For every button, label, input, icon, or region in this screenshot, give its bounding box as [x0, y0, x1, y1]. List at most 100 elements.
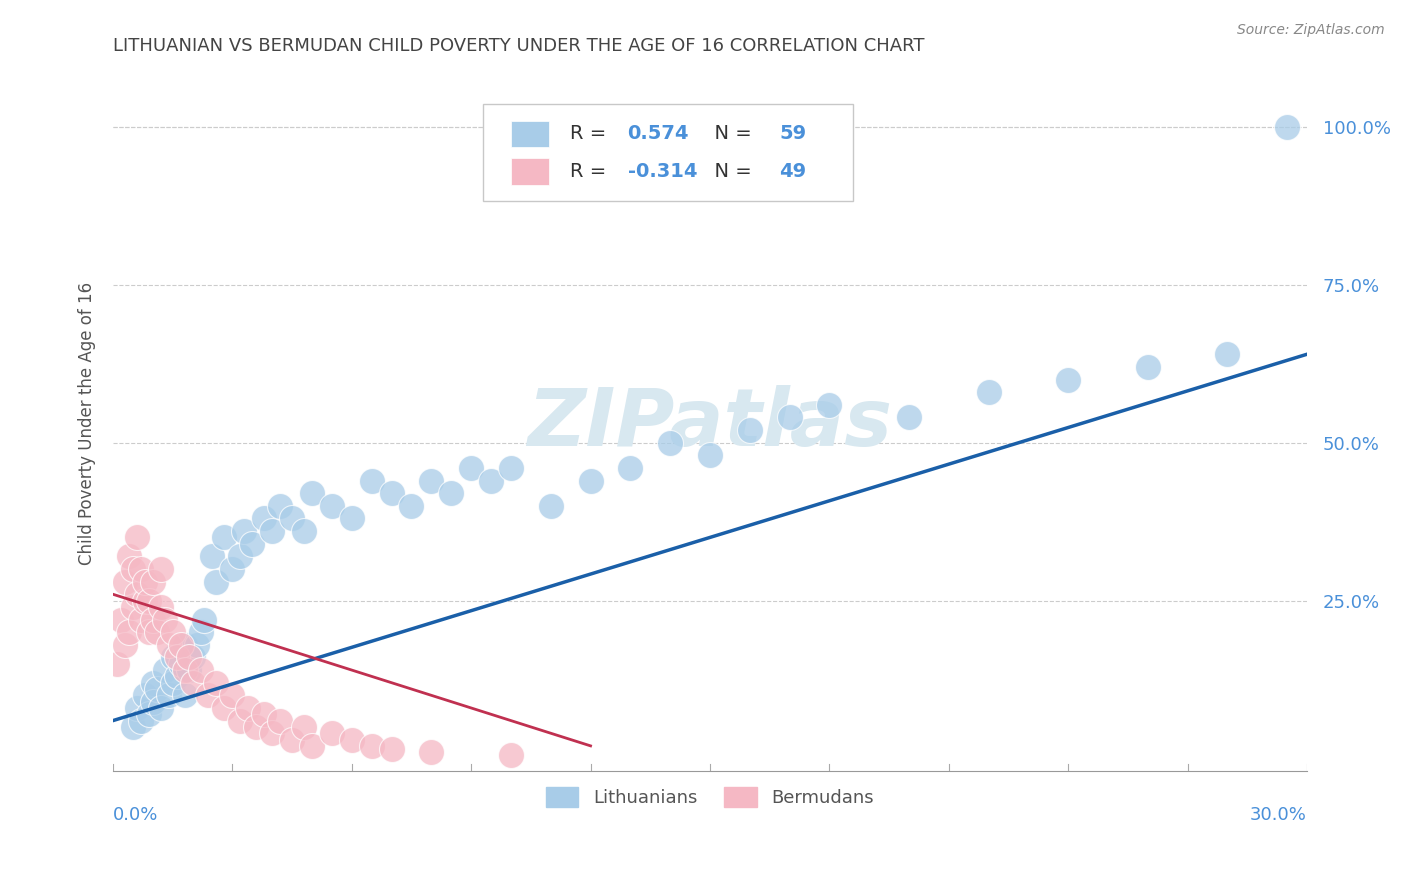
Point [114, 638, 136, 652]
Point [340, 511, 363, 525]
Point [153, 663, 176, 677]
Point [1136, 359, 1159, 374]
Text: 0.0%: 0.0% [112, 805, 159, 824]
Point [214, 701, 236, 715]
Point [201, 549, 224, 564]
Text: ZIPatlas: ZIPatlas [527, 384, 893, 463]
Point [153, 613, 176, 627]
Point [380, 742, 402, 756]
Point [269, 714, 291, 728]
Point [253, 707, 276, 722]
Point [186, 638, 208, 652]
Point [162, 625, 184, 640]
Point [360, 739, 382, 753]
Point [114, 574, 136, 589]
Point [1275, 120, 1298, 134]
Text: -0.314: -0.314 [627, 162, 697, 181]
Point [205, 675, 228, 690]
Point [110, 613, 132, 627]
Point [221, 689, 243, 703]
FancyBboxPatch shape [510, 158, 548, 185]
Point [479, 474, 502, 488]
Point [169, 657, 191, 671]
Point [134, 574, 156, 589]
Point [157, 689, 180, 703]
Point [138, 707, 160, 722]
Point [699, 448, 721, 462]
Point [173, 689, 195, 703]
Point [177, 663, 200, 677]
Point [292, 524, 315, 538]
Point [420, 474, 443, 488]
Point [142, 574, 165, 589]
Point [166, 669, 188, 683]
FancyBboxPatch shape [484, 104, 853, 202]
Point [540, 499, 562, 513]
Point [121, 562, 143, 576]
Point [145, 681, 167, 696]
Point [738, 423, 761, 437]
Point [779, 410, 801, 425]
Point [321, 499, 343, 513]
Text: 30.0%: 30.0% [1250, 805, 1308, 824]
Point [253, 511, 276, 525]
Point [142, 695, 165, 709]
Point [281, 732, 304, 747]
Point [149, 701, 172, 715]
Point [214, 530, 236, 544]
Point [380, 486, 402, 500]
Text: Source: ZipAtlas.com: Source: ZipAtlas.com [1237, 23, 1385, 37]
Point [360, 474, 382, 488]
Point [240, 537, 263, 551]
Point [281, 511, 304, 525]
Point [134, 689, 156, 703]
Point [269, 499, 291, 513]
Point [205, 574, 228, 589]
Text: R =: R = [571, 162, 613, 181]
Point [898, 410, 921, 425]
Point [197, 689, 219, 703]
Point [579, 474, 602, 488]
Point [440, 486, 463, 500]
Point [134, 593, 156, 607]
Legend: Lithuanians, Bermudans: Lithuanians, Bermudans [538, 780, 882, 814]
Point [977, 385, 1000, 400]
Point [245, 720, 267, 734]
Text: LITHUANIAN VS BERMUDAN CHILD POVERTY UNDER THE AGE OF 16 CORRELATION CHART: LITHUANIAN VS BERMUDAN CHILD POVERTY UND… [112, 37, 924, 55]
Text: 49: 49 [779, 162, 807, 181]
Point [118, 625, 141, 640]
Point [619, 461, 641, 475]
Point [173, 638, 195, 652]
Point [129, 714, 152, 728]
Point [129, 562, 152, 576]
Point [118, 549, 141, 564]
Point [238, 701, 260, 715]
Point [460, 461, 482, 475]
Point [190, 663, 212, 677]
Point [229, 549, 252, 564]
Point [142, 613, 165, 627]
Text: R =: R = [571, 125, 613, 144]
Point [125, 701, 148, 715]
Point [125, 530, 148, 544]
Point [1216, 347, 1239, 361]
Point [499, 461, 522, 475]
Point [105, 657, 128, 671]
Point [221, 562, 243, 576]
Point [262, 524, 284, 538]
Point [177, 650, 200, 665]
Point [169, 638, 191, 652]
Point [190, 625, 212, 640]
Point [173, 663, 195, 677]
Point [166, 650, 188, 665]
Point [321, 726, 343, 740]
Point [121, 720, 143, 734]
Point [659, 435, 682, 450]
Point [1057, 372, 1080, 386]
Text: N =: N = [702, 125, 758, 144]
Point [292, 720, 315, 734]
Point [121, 599, 143, 614]
Point [181, 650, 204, 665]
Point [149, 562, 172, 576]
Point [142, 675, 165, 690]
